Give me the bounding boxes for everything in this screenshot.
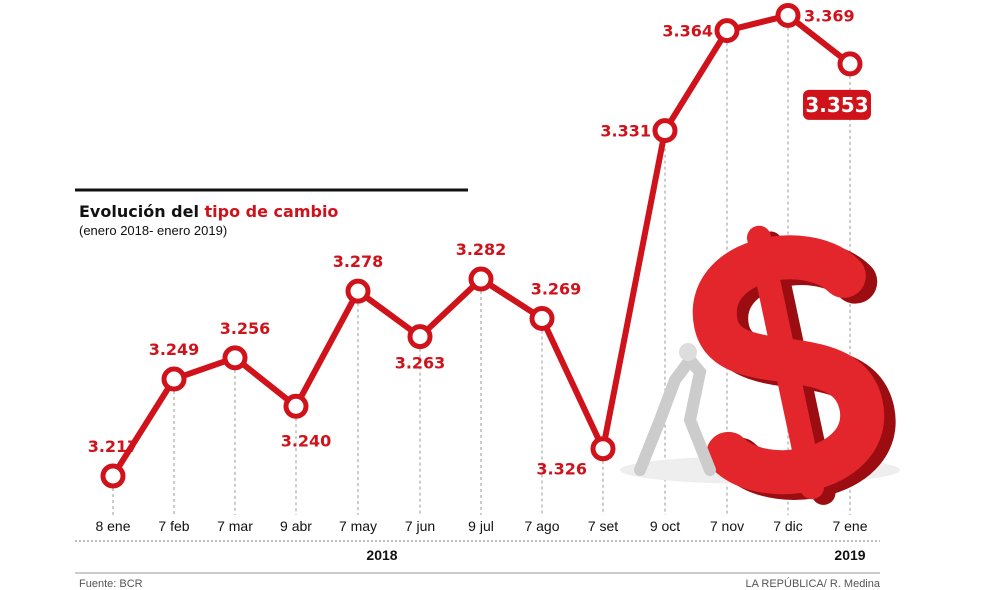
data-point: [100, 463, 126, 489]
x-tick-label: 7 ago: [524, 518, 559, 534]
credit-note: LA REPÚBLICA/ R. Medina: [745, 577, 880, 590]
x-tick-label: 9 jul: [468, 518, 494, 534]
data-point: [714, 18, 740, 44]
data-point: [161, 366, 187, 392]
data-point: [529, 305, 555, 331]
x-tick-label: 7 ene: [832, 518, 867, 534]
data-point: [775, 2, 801, 28]
data-label: 3.240: [281, 431, 332, 450]
chart-subtitle: (enero 2018- enero 2019): [79, 223, 227, 238]
last-value-badge: [803, 89, 871, 120]
data-label: 3.263: [395, 354, 446, 373]
x-tick-label: 7 nov: [710, 518, 744, 534]
x-tick-label: 7 jun: [405, 518, 435, 534]
data-label: 3.278: [333, 252, 384, 271]
data-point: [590, 436, 616, 462]
data-point: [222, 345, 248, 371]
data-label: 3.256: [220, 319, 271, 338]
x-tick-label: 9 abr: [280, 518, 312, 534]
dollar-illustration: [620, 225, 900, 505]
data-point: [345, 278, 371, 304]
chart-title: Evolución del tipo de cambio: [79, 202, 338, 221]
x-tick-label: 9 oct: [650, 518, 680, 534]
data-label: 3.249: [149, 340, 200, 359]
data-point: [283, 393, 309, 419]
data-point: [652, 118, 678, 144]
x-tick-label: 7 dic: [773, 518, 803, 534]
year-label-2018: 2018: [366, 547, 397, 563]
figure-icon: [634, 350, 716, 476]
data-label: 3.269: [531, 279, 582, 298]
x-tick-label: 7 may: [339, 518, 377, 534]
x-tick-label: 7 feb: [158, 518, 189, 534]
data-label: 3.326: [536, 460, 587, 479]
data-label: 3.217: [88, 437, 139, 456]
year-label-2019: 2019: [834, 547, 865, 563]
data-label: 3.331: [600, 122, 651, 141]
data-label: 3.282: [456, 240, 507, 259]
x-tick-label: 7 set: [588, 518, 618, 534]
x-tick-label: 8 ene: [95, 518, 130, 534]
data-label: 3.369: [804, 6, 855, 25]
data-label: 3.353: [805, 93, 868, 117]
x-tick-label: 7 mar: [217, 518, 253, 534]
dollar-sign-icon: [692, 225, 885, 500]
source-note: Fuente: BCR: [79, 578, 143, 590]
data-label: 3.364: [662, 22, 713, 41]
data-point: [407, 324, 433, 350]
data-point: [837, 51, 863, 77]
figure-head-icon: [679, 343, 697, 361]
data-point: [468, 266, 494, 292]
